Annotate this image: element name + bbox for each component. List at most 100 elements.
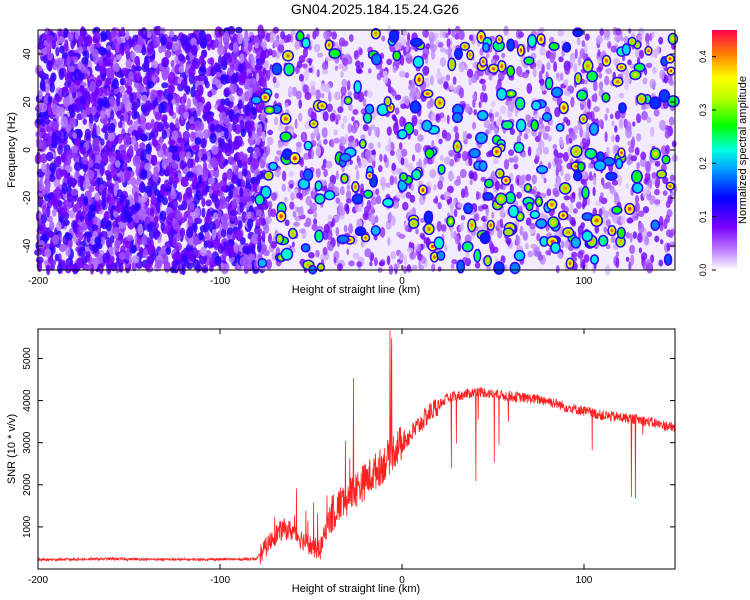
heatmap-cell [39,153,48,164]
heatmap-cell [110,27,117,38]
heatmap-cell [185,187,193,196]
heatmap-cell [558,56,564,63]
heatmap-cell [265,144,271,156]
heatmap-cell [459,168,467,179]
heatmap-cell [125,251,130,261]
heatmap-cell [47,95,53,103]
heatmap-cell [394,107,400,115]
heatmap-cell [668,116,675,126]
heatmap-cell [65,246,71,257]
heatmap-cell [179,150,186,161]
heatmap-cell [629,232,633,243]
heatmap-peak-core [615,80,620,84]
heatmap-cell [234,135,239,146]
heatmap-cell [618,118,624,129]
heatmap-cell [481,83,487,92]
heatmap-cell [265,200,269,209]
heatmap-cell [671,140,677,148]
heatmap-cell [646,262,654,274]
heatmap-cell [604,113,608,121]
heatmap-y-tick-label: 0 [22,147,33,153]
heatmap-peak [517,120,525,131]
heatmap-peak-core [519,48,523,53]
heatmap-cell [136,71,141,82]
heatmap-cell [154,259,163,269]
heatmap-peak [329,49,340,58]
heatmap-cell [335,170,339,180]
heatmap-cell [172,145,178,153]
heatmap-peak-core [427,226,431,232]
heatmap-cell [191,63,196,71]
heatmap-cell [630,155,638,162]
heatmap-cell [640,252,648,261]
heatmap-peak [325,191,334,199]
heatmap-cell [635,113,641,124]
heatmap-cell [372,154,376,162]
heatmap-cell [116,94,121,107]
heatmap-x-tick-label: -100 [210,276,230,287]
heatmap-cell [196,101,204,113]
heatmap-cell [220,98,226,106]
heatmap-cell [197,150,203,159]
heatmap-peak-core [573,164,578,168]
heatmap-peak [485,180,493,187]
heatmap-cell [517,31,525,38]
heatmap-cell [572,130,576,141]
heatmap-cell [107,132,116,142]
heatmap-cell [629,244,636,255]
heatmap-cell [492,246,499,254]
heatmap-cell [489,108,493,114]
heatmap-cell [209,123,216,133]
heatmap-cell [444,244,448,252]
heatmap-peak-core [574,149,579,154]
heatmap-cell [189,123,196,131]
heatmap-peak [494,262,504,274]
heatmap-cell [144,263,151,270]
heatmap-peak [591,255,598,264]
heatmap-cell [239,187,244,198]
heatmap-cell [198,30,207,42]
heatmap-cell [360,61,364,69]
heatmap-cell [239,119,245,128]
heatmap-cell [149,131,155,139]
heatmap-cell [386,126,392,136]
heatmap-cell [663,74,669,84]
heatmap-cell [308,67,313,73]
heatmap-cell [106,172,112,181]
heatmap-cell [67,32,74,41]
heatmap-cell [422,29,429,38]
heatmap-cell [659,119,666,131]
heatmap-peak [531,120,538,130]
heatmap-peak-core [263,95,267,100]
heatmap-cell [447,28,451,36]
heatmap-cell [542,147,550,155]
heatmap-cell [112,220,117,228]
heatmap-cell [321,69,329,75]
heatmap-cell [113,184,118,197]
heatmap-cell [458,87,465,99]
heatmap-cell [532,66,537,78]
heatmap-peak [660,90,669,102]
heatmap-cell [576,37,581,46]
heatmap-cell [405,45,409,53]
heatmap-peak-core [610,228,614,233]
heatmap-cell [186,171,194,178]
heatmap-cell [426,101,432,110]
heatmap-cell [660,239,664,245]
heatmap-peak [595,161,605,170]
heatmap-cell [448,149,455,157]
heatmap-cell [418,264,425,271]
heatmap-cell [658,36,664,45]
heatmap-peak [582,187,589,198]
heatmap-cell [73,161,82,172]
heatmap-cell [206,150,212,163]
heatmap-cell [49,259,57,267]
heatmap-cell [281,170,287,182]
heatmap-cell [44,82,51,94]
heatmap-cell [125,153,132,163]
snr-background [38,329,675,569]
heatmap-cell [177,83,185,92]
heatmap-peak-core [450,62,454,67]
heatmap-cell [106,263,112,275]
heatmap-cell [194,164,203,176]
